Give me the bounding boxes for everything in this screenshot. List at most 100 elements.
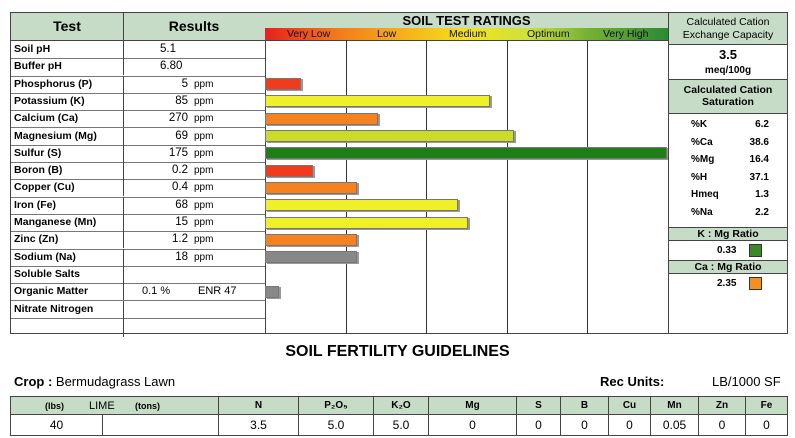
test-name: Magnesium (Mg) (14, 129, 97, 142)
saturation-value: 6.2 (755, 119, 769, 130)
lime-lbs-label: (lbs) (45, 401, 64, 411)
ratings-title: SOIL TEST RATINGS (265, 13, 668, 28)
header-test: Test (11, 13, 124, 40)
cec-value: 3.5 (718, 47, 738, 62)
saturation-label: %K (691, 119, 708, 130)
result-unit: ppm (194, 165, 214, 177)
result-value: 5.1 (160, 43, 176, 55)
result-value: 18 (175, 250, 188, 263)
result-value: 68 (175, 198, 188, 211)
k-mg-ratio-header: K : Mg Ratio (669, 227, 787, 241)
result-unit: ppm (194, 95, 214, 107)
test-name: Sulfur (S) (14, 146, 62, 159)
nutrient-value: 5.0 (299, 415, 374, 436)
rating-bar (265, 233, 357, 246)
saturation-value: 38.6 (749, 136, 769, 148)
table-row: Iron (Fe) 68 ppm (11, 196, 265, 215)
test-name: Sodium (Na) (14, 250, 76, 263)
nutrient-column-header: Mg (429, 397, 517, 415)
result-unit: ppm (194, 199, 214, 211)
result-cell: 0.1 % ENR 47 (123, 283, 266, 301)
table-row: Sulfur (S) 175 ppm (11, 144, 266, 164)
table-row: Organic Matter 0.1 % ENR 47 (11, 283, 266, 302)
lime-header: (lbs) LIME (tons) (11, 397, 219, 415)
crop-label: Crop : (14, 374, 53, 389)
lime-label: LIME (89, 400, 115, 412)
test-name: Soil pH (14, 43, 51, 55)
ca-mg-ratio-swatch (749, 277, 762, 290)
nutrient-column-header: Cu (609, 397, 651, 415)
rating-category-label: Low (377, 28, 397, 40)
soil-test-results-table: Test Results Soil pH 5.1 Buffer pH 6.80 Phos… (10, 12, 266, 337)
result-cell: 0.2 ppm (123, 162, 266, 180)
results-table-header: Test Results (11, 13, 265, 41)
nutrient-value: 3.5 (219, 415, 299, 436)
result-unit: ppm (194, 234, 214, 246)
rating-bar (265, 181, 357, 194)
soil-test-ratings-chart: SOIL TEST RATINGS Very Low Low Medium Optim… (265, 12, 669, 334)
saturation-row: %Mg 16.4 (669, 151, 787, 168)
table-row (11, 317, 265, 337)
nutrient-column-header: S (517, 397, 561, 415)
test-name: Soluble Salts (14, 267, 80, 280)
saturation-value: 1.3 (755, 189, 769, 200)
test-name: Manganese (Mn) (14, 216, 97, 228)
nutrient-column-header: P₂O₅ (299, 397, 374, 415)
cec-title-line2: Exchange Capacity (682, 29, 774, 41)
nutrient-column-header: Zn (699, 397, 746, 415)
saturation-label: Hmeq (691, 189, 719, 200)
cec-header: Calculated Cation Exchange Capacity (669, 13, 787, 45)
guidelines-title: SOIL FERTILITY GUIDELINES (285, 343, 510, 360)
saturation-row: %K 6.2 (669, 116, 787, 133)
result-cell: 15 ppm (123, 214, 266, 231)
k-mg-ratio-value: 0.33 (717, 245, 737, 256)
result-cell: 1.2 ppm (123, 231, 266, 249)
nutrient-column-header: B (561, 397, 609, 415)
saturation-value: 37.1 (749, 171, 769, 183)
nutrient-column-header: K₂O (374, 397, 429, 415)
result-cell: 175 ppm (123, 144, 266, 162)
table-row: Calcium (Ca) 270 ppm (11, 110, 266, 129)
table-row: Soil pH 5.1 (11, 41, 265, 60)
result-unit: ppm (194, 217, 214, 228)
ca-mg-ratio-header: Ca : Mg Ratio (669, 260, 787, 274)
nutrient-value: 0 (609, 415, 651, 436)
recommendation-table: (lbs) LIME (tons) 40 N 3.5 P₂O₅ 5.0 K₂O 5.0 Mg… (10, 396, 788, 436)
result-value: 6.80 (160, 60, 183, 73)
test-name: Phosphorus (P) (14, 77, 93, 90)
result-cell: 5 ppm (123, 75, 266, 93)
rating-gridline (587, 40, 588, 334)
result-value: 0.1 % (142, 285, 171, 298)
result-unit: ppm (194, 113, 214, 125)
ca-mg-ratio-row: 2.35 (669, 276, 787, 291)
rating-bar (265, 285, 279, 298)
result-cell: 270 ppm (123, 110, 266, 128)
result-unit: ppm (194, 130, 214, 142)
saturation-header: Calculated Cation Saturation (669, 79, 787, 114)
nutrient-value: 0 (699, 415, 746, 436)
result-unit: ppm (194, 182, 214, 194)
nutrient-column-header: Fe (746, 397, 787, 415)
nutrient-column-header: N (219, 397, 299, 415)
result-cell: 69 ppm (123, 127, 266, 145)
table-row: Phosphorus (P) 5 ppm (11, 75, 266, 94)
cec-unit: meq/100g (704, 65, 752, 76)
result-cell: 0.4 ppm (123, 179, 266, 197)
rating-gridline (426, 40, 427, 334)
result-unit: ppm (194, 251, 214, 263)
nutrient-value: 0 (429, 415, 517, 436)
lime-tons-label: (tons) (135, 401, 160, 411)
result-value: 1.2 (172, 233, 188, 246)
cation-exchange-panel: Calculated Cation Exchange Capacity 3.5 … (668, 12, 788, 334)
rating-category-label: Very Low (287, 28, 331, 40)
result-value: 175 (168, 146, 188, 159)
result-unit: ppm (194, 78, 214, 90)
lime-lbs-value: 40 (11, 415, 103, 436)
table-row: Nitrate Nitrogen (11, 300, 266, 319)
rating-bar (265, 199, 458, 212)
test-name: Copper (Cu) (14, 181, 75, 194)
rec-units-label: Rec Units: (600, 374, 665, 389)
test-name: Nitrate Nitrogen (14, 302, 94, 315)
rating-bar (265, 95, 490, 108)
result-cell (123, 300, 266, 318)
